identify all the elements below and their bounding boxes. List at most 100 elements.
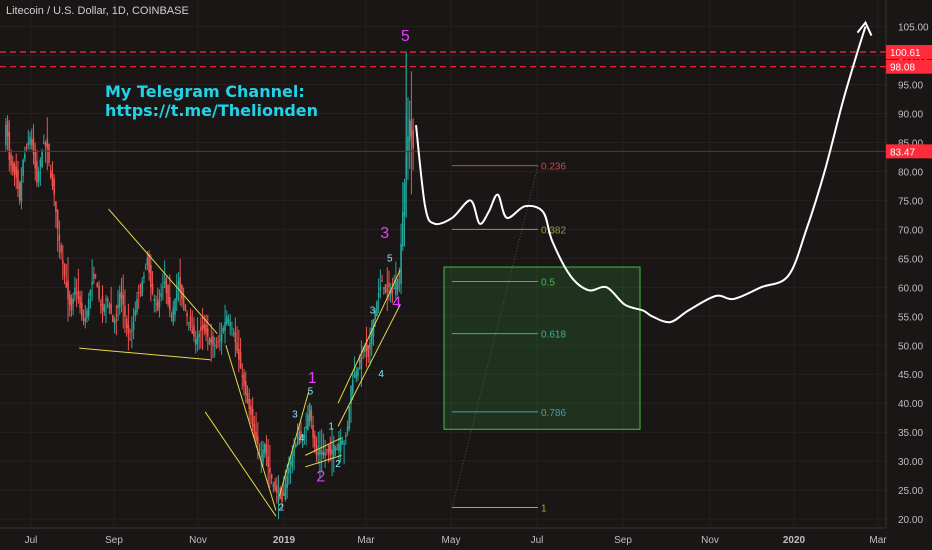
candle-body [286,475,288,489]
candle-body [307,414,309,431]
candle-body [364,345,366,352]
candle-body [6,121,9,137]
fib-level-label: 0.5 [541,278,555,289]
candle-body [51,173,54,186]
price-labels: 100.61 98.08 83.47 [886,45,932,159]
candle-body [272,484,275,487]
candle-body [58,234,61,241]
y-tick-label: 90.00 [898,110,923,121]
x-tick-label: Nov [701,535,719,546]
candle-body [277,495,280,502]
fibonacci-levels: 0.236 0.382 0.5 0.618 0.786 1 [452,162,566,515]
candle-body [341,440,344,445]
candle-body [189,315,192,328]
candle-body [99,304,102,306]
wave-label-minor: 1 [328,421,334,432]
candle-body [224,322,226,331]
candle-body [338,443,340,452]
candle-body [343,443,345,445]
x-tick-label: Sep [614,535,632,546]
candle-body [127,324,130,334]
candle-body [200,327,202,331]
candle-body [87,298,90,316]
candle-body [74,287,76,295]
candle-body [300,431,302,438]
y-tick-label: 65.00 [898,254,923,265]
telegram-line-2[interactable]: https://t.me/Thelionden [105,101,319,120]
candle-body [263,443,266,453]
x-tick-label: Mar [869,535,887,546]
y-tick-label: 80.00 [898,167,923,178]
price-axis[interactable]: 20.00 25.00 30.00 35.00 40.00 45.00 50.00 55.00… [885,0,929,528]
candle-body [186,313,188,317]
candle-body [112,314,114,323]
candle-body [382,287,385,289]
fib-level-label: 0.786 [541,408,566,419]
candle-body [53,179,55,195]
candle-body [41,151,43,168]
candle-body [403,183,406,216]
candle-body [132,322,135,331]
candle-body [410,120,413,137]
candle-body [270,474,273,479]
candle-body [160,293,162,297]
price-label-box [886,59,932,74]
candle-body [155,303,157,305]
candle-body [17,170,19,189]
candle-body [213,345,216,347]
candle-body [305,426,307,429]
candle-body [117,304,119,309]
wave-label-primary: 2 [316,468,325,485]
candle-body [241,375,244,378]
candle-body [219,339,221,341]
candle-body [281,490,283,502]
candle-body [115,314,118,317]
candle-body [288,466,290,474]
trendline [337,304,401,427]
candle-body [11,162,14,172]
candle-body [137,291,140,294]
candle-body [227,319,230,323]
x-tick-label: 2020 [783,535,806,546]
candle-body [48,143,50,163]
candle-body [10,154,12,166]
candle-body [339,437,342,452]
candle-body [324,452,326,456]
candle-body [243,373,245,386]
candle-body [208,339,211,345]
candle-body [146,258,149,265]
candle-body [55,201,57,213]
candle-body [377,293,380,298]
candle-body [274,481,276,491]
candle-body [322,451,325,456]
candle-body [308,403,311,422]
candle-body [30,139,33,146]
candle-body [25,146,28,149]
candle-body [388,282,390,288]
candle-body [124,305,126,317]
fib-level-label: 0.236 [541,162,566,173]
time-axis[interactable]: Jul Sep Nov 2019 Mar May Jul Sep Nov 2020 Mar [0,527,887,546]
candle-body [296,437,299,439]
candle-body [72,298,74,304]
fib-zone-box [443,266,641,430]
candle-body [353,374,356,377]
candle-body [13,164,16,175]
candle-body [46,138,49,149]
candle-body [276,485,278,494]
trendline [108,208,218,335]
candle-body [134,310,137,316]
x-tick-label: Mar [357,535,375,546]
candle-body [267,456,269,467]
candle-body [34,151,37,169]
price-label-box [886,144,932,159]
candle-body [369,342,371,349]
candle-body [143,275,145,279]
candle-body [234,331,237,343]
x-tick-label: Sep [105,535,123,546]
candle-body [20,180,23,202]
candle-body [229,322,232,327]
candle-body [43,142,45,144]
candle-body [301,443,304,446]
